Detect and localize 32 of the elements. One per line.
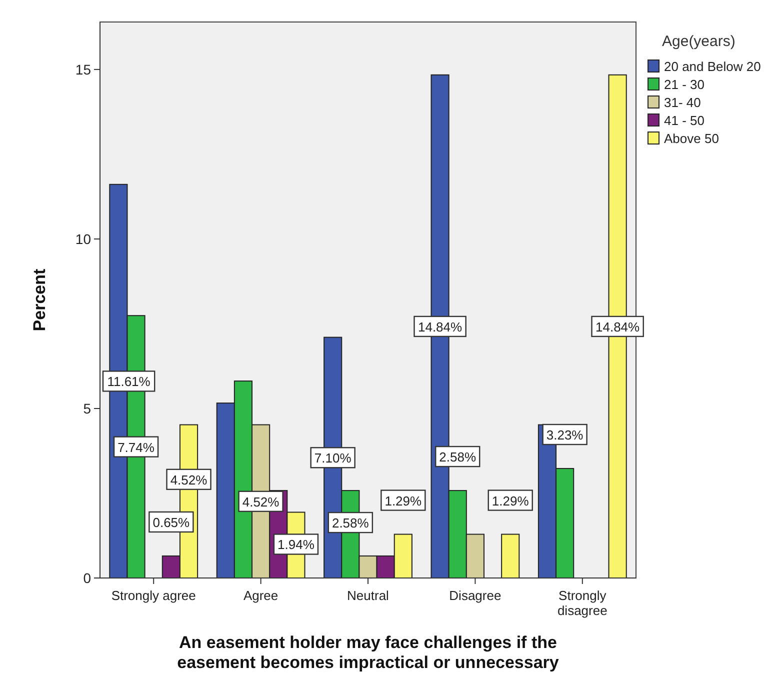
- data-label: 0.65%: [152, 514, 190, 530]
- legend-label: 21 - 30: [664, 77, 704, 92]
- x-tick-label: Agree: [243, 588, 278, 603]
- legend-label: Above 50: [664, 131, 719, 146]
- y-tick-label: 15: [75, 61, 92, 78]
- x-tick-label: Neutral: [347, 588, 390, 603]
- x-tick-label: Disagree: [449, 588, 502, 603]
- x-tick-label: Strongly agree: [111, 588, 196, 603]
- legend-label: 41 - 50: [664, 113, 704, 128]
- data-label: 3.23%: [546, 427, 584, 442]
- legend-label: 20 and Below 20: [664, 59, 761, 74]
- data-label: 7.10%: [314, 450, 352, 466]
- y-tick-label: 0: [83, 570, 92, 586]
- data-label: 11.61%: [107, 374, 151, 390]
- y-axis-title: Percent: [30, 268, 49, 332]
- data-label: 1.29%: [492, 493, 530, 508]
- legend-label: 31- 40: [664, 95, 701, 110]
- data-label: 14.84%: [418, 319, 463, 334]
- x-axis-title: An easement holder may face challenges if the easement becomes impractical or unnecessary: [177, 633, 560, 672]
- x-tick-label: Strongly disagree: [557, 588, 608, 618]
- data-label: 4.52%: [170, 472, 208, 488]
- y-tick-label: 5: [83, 400, 92, 416]
- data-label: 1.29%: [384, 493, 422, 508]
- data-label: 14.84%: [596, 319, 640, 334]
- data-label: 7.74%: [118, 440, 155, 455]
- data-label: 4.52%: [242, 494, 280, 510]
- y-tick-label: 10: [75, 230, 92, 247]
- data-label: 2.58%: [439, 450, 476, 465]
- data-label: 2.58%: [332, 516, 370, 531]
- data-label: 1.94%: [278, 537, 315, 552]
- legend-title: Age(years): [662, 33, 736, 50]
- bar: [501, 534, 520, 578]
